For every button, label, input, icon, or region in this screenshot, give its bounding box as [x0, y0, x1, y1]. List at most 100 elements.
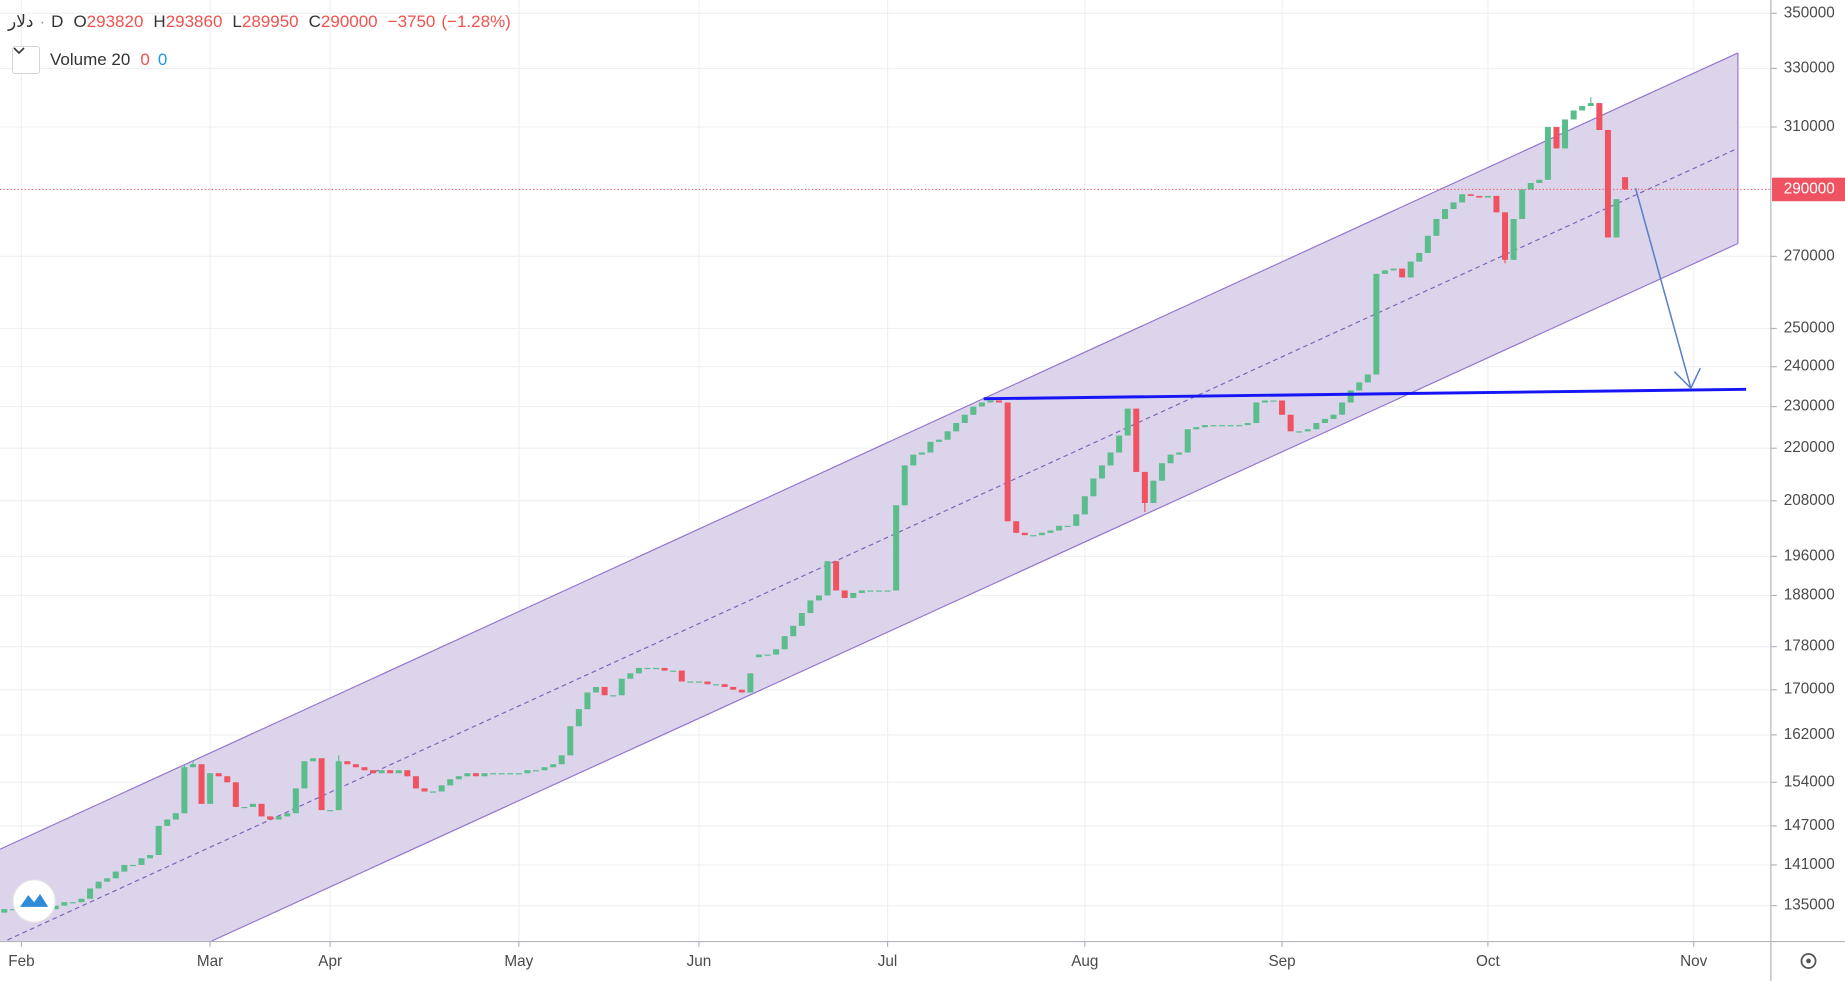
candle-body: [1527, 183, 1534, 190]
candle-body: [1184, 429, 1191, 453]
candle-body: [790, 625, 797, 637]
x-tick-label: Feb: [8, 953, 34, 970]
price-axis-bg: [1770, 0, 1845, 981]
candle-body: [1098, 465, 1105, 479]
channel-median: [0, 147, 1739, 944]
candle-body: [1330, 414, 1337, 419]
chevron: [13, 47, 25, 55]
candle-body: [1433, 218, 1440, 236]
candle-body: [1261, 400, 1268, 403]
candle-body: [1253, 402, 1260, 424]
candle-body: [618, 678, 625, 696]
candle-body: [1236, 425, 1243, 427]
y-tick-label: 141000: [1784, 856, 1835, 873]
candle-body: [567, 726, 574, 756]
candle-body: [1210, 425, 1217, 427]
candle-body: [232, 782, 239, 807]
candle-body: [112, 871, 119, 879]
candle-body: [129, 864, 136, 867]
candle-body: [1004, 402, 1011, 522]
x-tick-label: Oct: [1476, 953, 1501, 970]
candle-body: [378, 770, 385, 774]
candle-body: [1347, 390, 1354, 403]
candle-body: [344, 761, 351, 765]
candle-body: [833, 561, 840, 591]
candle-body: [1407, 261, 1414, 278]
candle-body: [258, 803, 265, 817]
candle-body: [87, 888, 94, 899]
candle-body: [78, 898, 85, 903]
candle-body: [172, 813, 179, 820]
candle-body: [755, 654, 762, 658]
candle-body: [670, 670, 677, 672]
candle-body: [164, 819, 171, 826]
candle-body: [481, 773, 488, 777]
x-tick-label: Aug: [1071, 953, 1098, 970]
candle-body: [438, 785, 445, 792]
candle-body: [1313, 423, 1320, 430]
candle-body: [498, 773, 505, 775]
candle-body: [155, 825, 162, 856]
candle-body: [721, 684, 728, 687]
candle-body: [1150, 480, 1157, 504]
candle-body: [687, 681, 694, 683]
candle-body: [310, 758, 317, 762]
candle-body: [1047, 530, 1054, 533]
y-tick-label: 330000: [1784, 59, 1835, 76]
candle-body: [138, 858, 145, 865]
ohlc-label: H: [153, 12, 166, 31]
candle-body: [52, 905, 59, 910]
y-tick-label: 250000: [1784, 319, 1835, 336]
candles: [0, 97, 1771, 913]
candle-body: [1081, 496, 1088, 515]
x-tick-label: Jun: [687, 953, 712, 970]
settings-gear[interactable]: [1800, 953, 1817, 969]
candle-body: [1124, 408, 1131, 436]
candle-body: [627, 673, 634, 679]
candle-body: [455, 776, 462, 780]
candle-body: [1244, 423, 1251, 426]
candle-body: [1141, 471, 1148, 504]
candle-body: [515, 773, 522, 775]
collapse-button[interactable]: [12, 46, 40, 74]
y-tick-label: 310000: [1784, 118, 1835, 135]
candle-body: [1390, 268, 1397, 271]
logo[interactable]: [12, 879, 56, 923]
ohlc-value: 293820: [86, 12, 144, 31]
support-line: [983, 387, 1747, 401]
ohlc-value: 293860: [165, 12, 223, 31]
candle-body: [867, 590, 874, 592]
candle-body: [395, 770, 402, 774]
candle-body: [1381, 270, 1388, 274]
y-tick-label: 350000: [1784, 4, 1835, 21]
candle-body: [1364, 374, 1371, 383]
interval[interactable]: D: [51, 12, 64, 31]
candle-body: [524, 770, 531, 774]
candle-body: [1201, 425, 1208, 428]
candle-body: [824, 561, 831, 596]
symbol[interactable]: دلار: [8, 12, 34, 31]
candle-body: [181, 767, 188, 814]
y-tick-label: 170000: [1784, 681, 1835, 698]
candle-body: [704, 681, 711, 685]
x-tick-label: Mar: [197, 953, 223, 970]
candle-body: [893, 505, 900, 591]
candle-body: [1441, 209, 1448, 219]
separator: ·: [39, 12, 46, 31]
candle-body: [1296, 431, 1303, 433]
candle-body: [601, 686, 608, 696]
candle-body: [1579, 106, 1586, 111]
y-tick-label: 178000: [1784, 638, 1835, 655]
indicator-name[interactable]: Volume 20: [50, 50, 131, 69]
candle-body: [996, 400, 1003, 403]
change: −3750: [387, 12, 436, 31]
candle-body: [1038, 532, 1045, 536]
candle-body: [1167, 454, 1174, 464]
candle-body: [1219, 425, 1226, 427]
candle-body: [550, 764, 557, 768]
candle-body: [275, 816, 282, 820]
x-tick-label: May: [504, 953, 533, 970]
candle-body: [69, 902, 76, 904]
